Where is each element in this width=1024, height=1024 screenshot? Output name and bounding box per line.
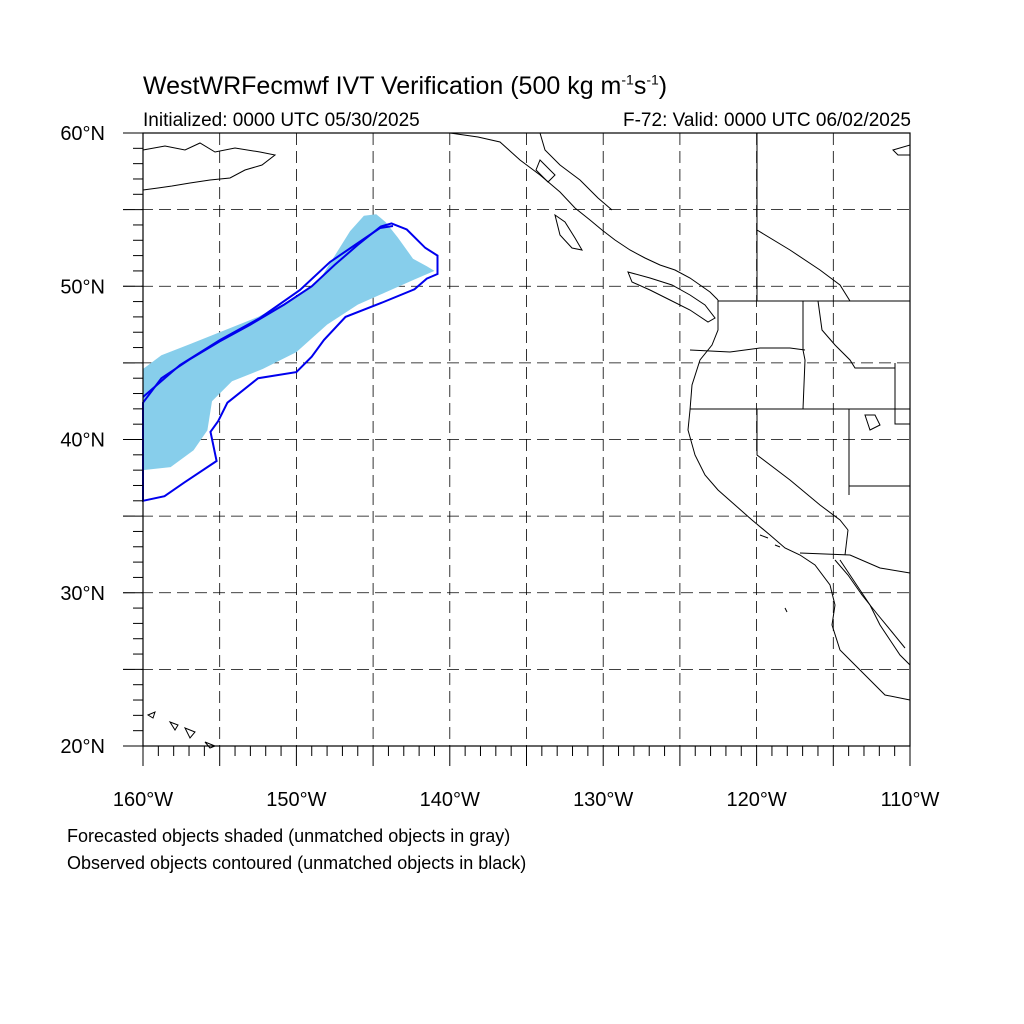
co-border: [894, 363, 910, 425]
alaska-bc-border: [539, 132, 613, 211]
observed-object-contour: [142, 222, 439, 503]
hawaii-islands: [146, 711, 217, 749]
caption-forecast: Forecasted objects shaded (unmatched obj…: [67, 826, 511, 846]
title-exp-2: -1: [646, 71, 659, 88]
lat-tick-label: 20°N: [60, 736, 105, 758]
rockies-line: [756, 229, 851, 302]
ca-nv-border: [756, 409, 849, 531]
wa-or-border: [689, 347, 806, 353]
lat-tick-label: 30°N: [60, 583, 105, 605]
lat-tick-label: 40°N: [60, 430, 105, 452]
lat-tick-label: 60°N: [60, 123, 105, 145]
lat-lon-grid: [123, 133, 910, 746]
idaho-montana-border: [817, 300, 895, 369]
lon-tick-label: 120°W: [726, 789, 786, 811]
title-exp-1: -1: [621, 71, 634, 88]
title-mid: s: [633, 72, 647, 100]
vancouver-island: [627, 271, 716, 323]
us-mexico-border: [799, 552, 911, 574]
forecast-object-axis: [142, 225, 394, 398]
colorado-river: [844, 529, 849, 556]
great-salt-lake: [864, 414, 881, 431]
title-close: ): [658, 72, 668, 100]
lon-tick-label: 160°W: [113, 789, 173, 811]
forecast-object-shade: [143, 214, 435, 471]
map-title: WestWRFecmwf IVT Verification (500 kg m-…: [143, 72, 667, 101]
us-west-coast: [687, 300, 911, 701]
east-coast-fragment: [892, 144, 911, 156]
lon-tick-label: 140°W: [420, 789, 480, 811]
coastlines-and-borders: [142, 132, 911, 749]
title-main: WestWRFecmwf IVT Verification (500 kg m: [143, 72, 622, 100]
baja-interior: [834, 559, 906, 649]
alaska-panhandle-coast: [449, 132, 719, 301]
lat-tick-label: 50°N: [60, 276, 105, 298]
baja-gulf-coast: [839, 559, 911, 666]
lon-tick-label: 150°W: [266, 789, 326, 811]
channel-islands: [759, 534, 788, 613]
bc-islands: [535, 159, 583, 251]
axis-tick-labels: 160°W 150°W 140°W 130°W 120°W 110°W 60°N 50°N 40…: [60, 123, 939, 811]
valid-time: F-72: Valid: 0000 UTC 06/02/2025: [623, 110, 911, 131]
caption-observed: Observed objects contoured (unmatched ob…: [67, 853, 527, 873]
axis-ticks: [123, 132, 911, 766]
lon-tick-label: 130°W: [573, 789, 633, 811]
lon-tick-label: 110°W: [881, 789, 940, 811]
idaho-west-border: [802, 301, 806, 410]
initialized-time: Initialized: 0000 UTC 05/30/2025: [143, 110, 420, 131]
alaska-coast: [142, 142, 277, 191]
